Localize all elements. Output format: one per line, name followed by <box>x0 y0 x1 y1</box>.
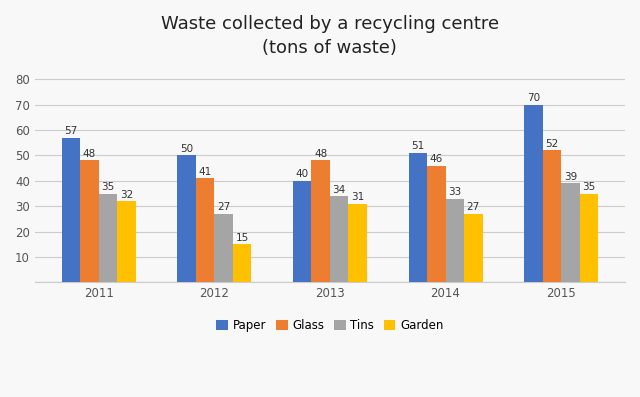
Text: 70: 70 <box>527 93 540 103</box>
Bar <box>312 160 330 282</box>
Legend: Paper, Glass, Tins, Garden: Paper, Glass, Tins, Garden <box>212 314 448 337</box>
Text: 46: 46 <box>429 154 443 164</box>
Text: 48: 48 <box>314 149 327 159</box>
Text: 27: 27 <box>467 202 480 212</box>
Bar <box>330 196 348 282</box>
Text: 27: 27 <box>217 202 230 212</box>
Text: 33: 33 <box>448 187 461 197</box>
Bar <box>561 183 580 282</box>
Bar <box>117 201 136 282</box>
Text: 39: 39 <box>564 172 577 182</box>
Bar <box>196 178 214 282</box>
Bar <box>177 155 196 282</box>
Bar <box>580 193 598 282</box>
Bar <box>348 204 367 282</box>
Text: 48: 48 <box>83 149 96 159</box>
Bar <box>293 181 312 282</box>
Bar <box>99 193 117 282</box>
Bar <box>464 214 483 282</box>
Text: 31: 31 <box>351 192 364 202</box>
Bar <box>427 166 445 282</box>
Text: 35: 35 <box>582 182 596 192</box>
Text: 40: 40 <box>296 169 308 179</box>
Text: 51: 51 <box>411 141 424 151</box>
Text: 35: 35 <box>101 182 115 192</box>
Text: 41: 41 <box>198 167 212 177</box>
Bar <box>524 104 543 282</box>
Text: 52: 52 <box>545 139 559 149</box>
Title: Waste collected by a recycling centre
(tons of waste): Waste collected by a recycling centre (t… <box>161 15 499 57</box>
Text: 57: 57 <box>64 126 77 136</box>
Bar <box>233 244 252 282</box>
Text: 34: 34 <box>333 185 346 195</box>
Bar <box>80 160 99 282</box>
Text: 15: 15 <box>236 233 248 243</box>
Text: 50: 50 <box>180 144 193 154</box>
Bar <box>445 198 464 282</box>
Text: 32: 32 <box>120 190 133 200</box>
Bar <box>408 153 427 282</box>
Bar <box>61 138 80 282</box>
Bar <box>214 214 233 282</box>
Bar <box>543 150 561 282</box>
